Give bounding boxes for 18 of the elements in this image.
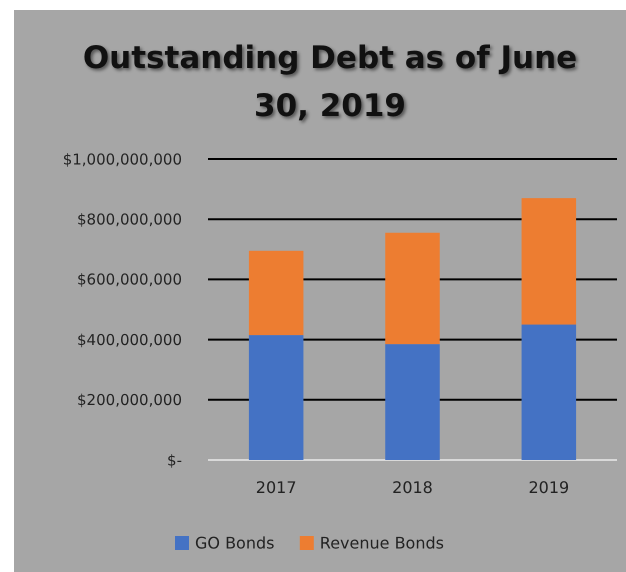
bar [522,324,576,460]
chart-title: Outstanding Debt as of June 30, 2019 [82,40,578,124]
bar [248,250,304,336]
y-tick-label: $400,000,000 [77,330,182,349]
legend-label: Revenue Bonds [320,534,444,553]
y-tick-label: $- [167,451,182,470]
x-tick-label: 2018 [392,478,433,497]
y-tick-label: $200,000,000 [77,391,182,410]
bar [522,198,576,325]
x-tick-label: 2019 [528,478,570,497]
bar [248,335,304,460]
legend-label: GO Bonds [195,534,274,553]
y-tick-label: $800,000,000 [77,210,182,228]
x-tick-label: 2017 [256,478,297,497]
bar [385,232,440,344]
y-tick-label: $600,000,000 [77,270,182,289]
bar [385,344,440,460]
y-tick-label: $1,000,000,000 [62,150,182,168]
